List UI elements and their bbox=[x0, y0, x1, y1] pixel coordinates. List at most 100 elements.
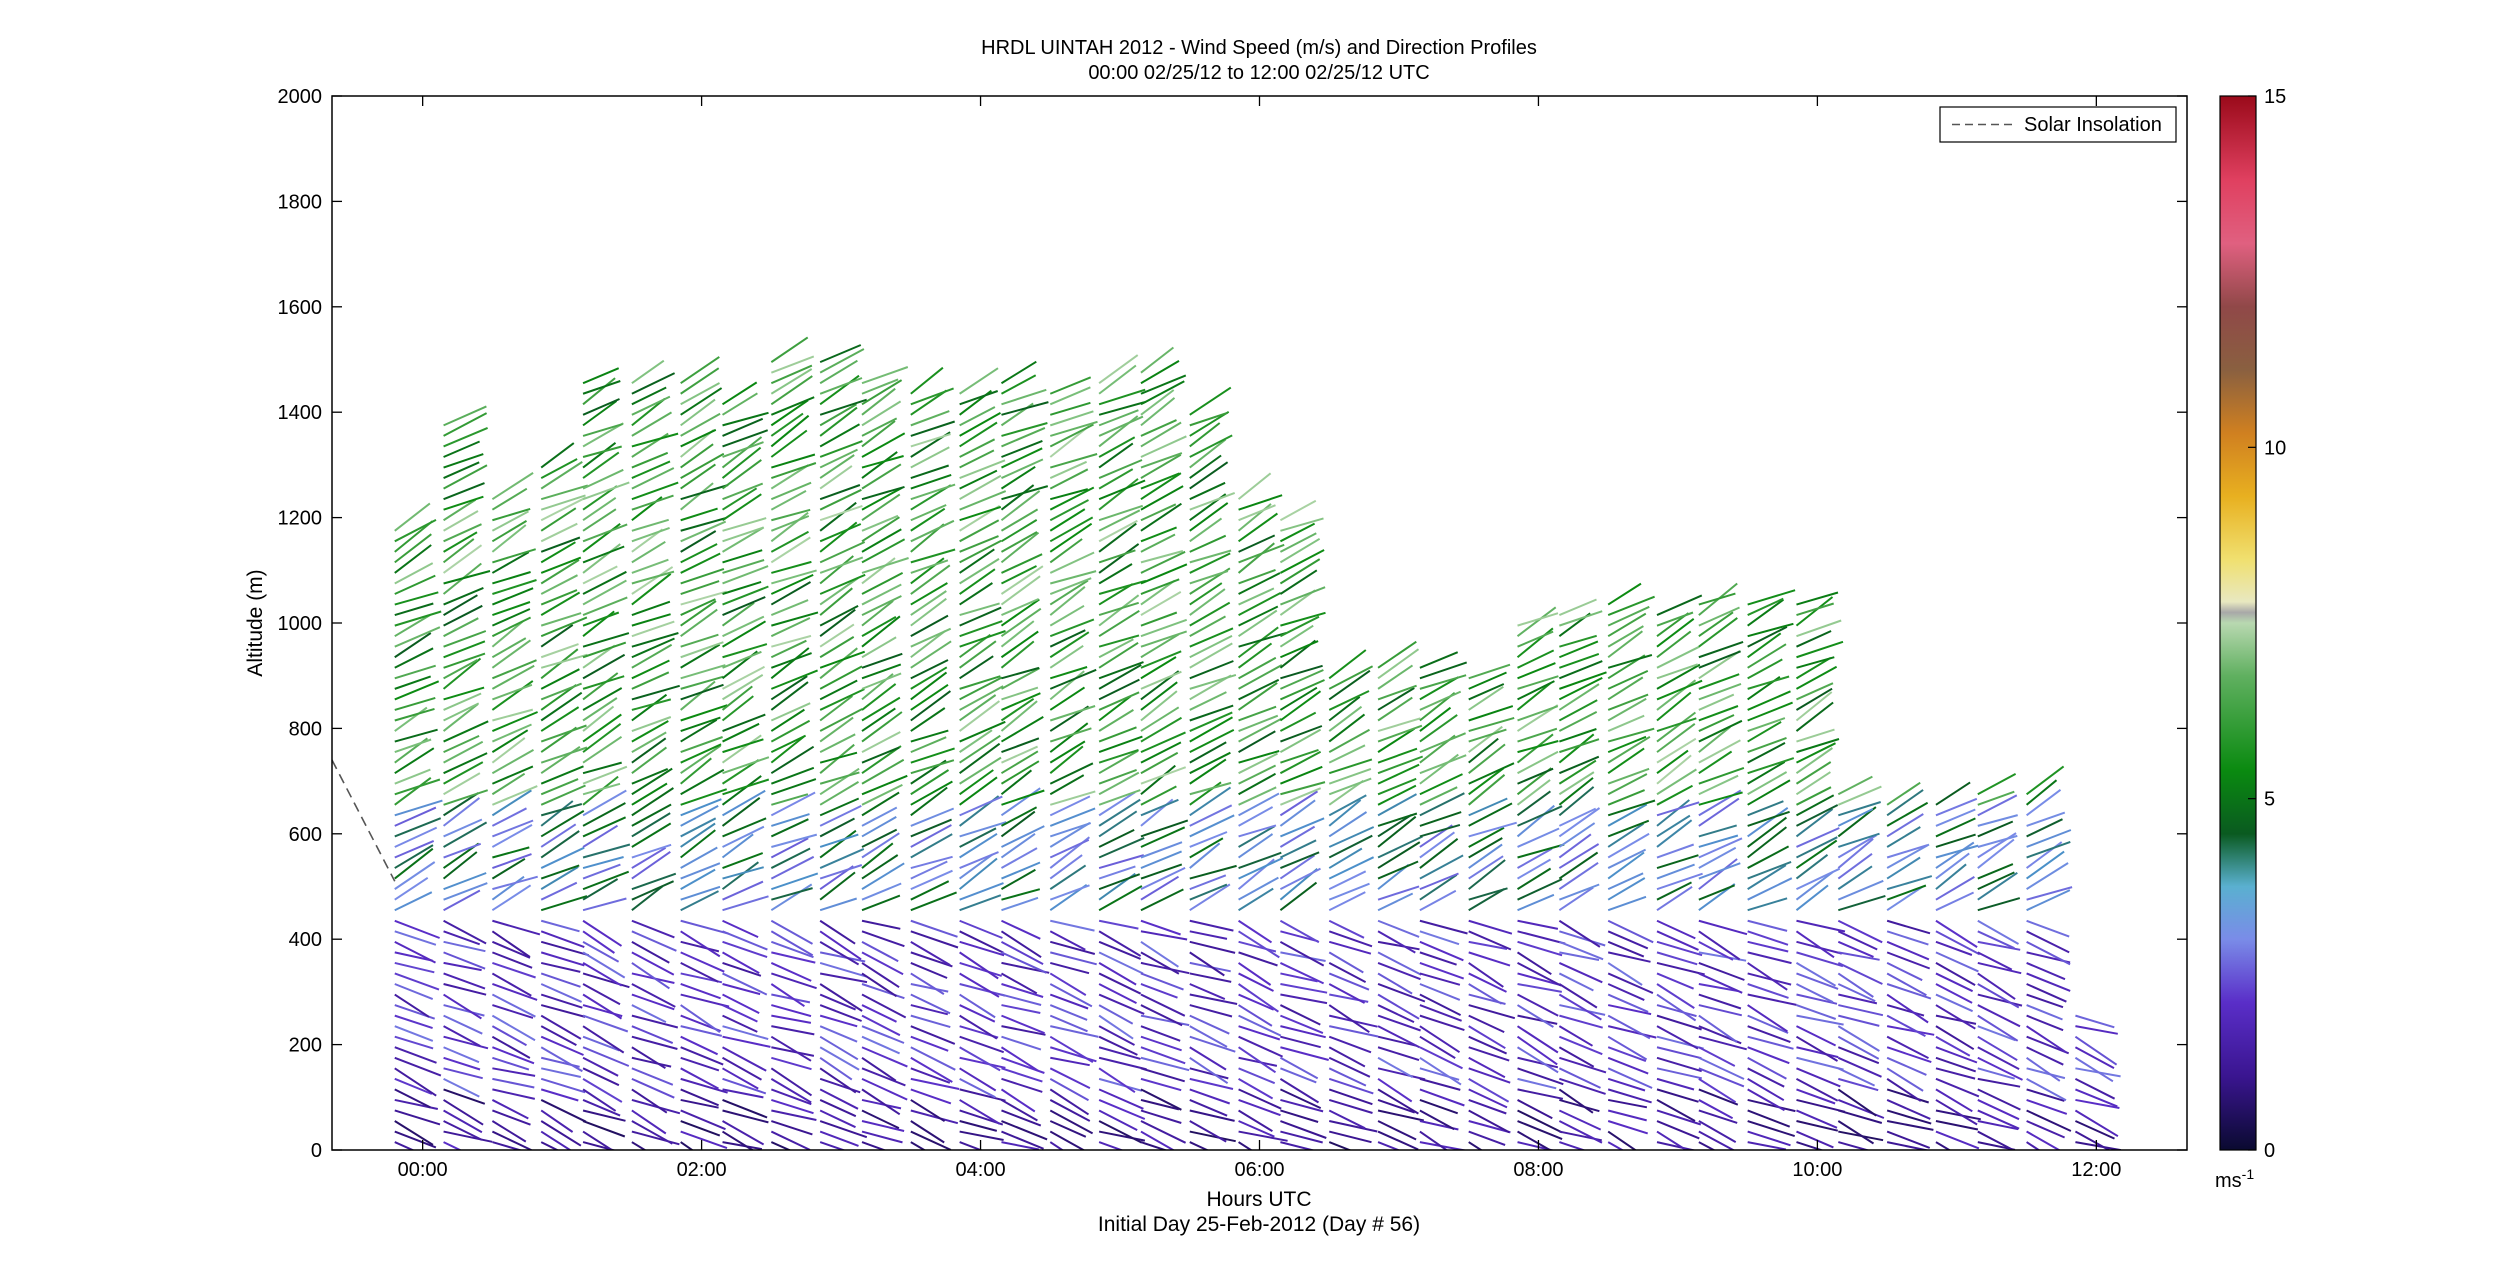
wind-barb bbox=[1000, 630, 1039, 659]
wind-barb bbox=[1935, 1120, 1979, 1131]
wind-barb bbox=[443, 951, 486, 970]
wind-barb bbox=[492, 1088, 536, 1100]
wind-barb bbox=[959, 469, 998, 490]
wind-barb bbox=[1558, 759, 1597, 785]
wind-barb bbox=[1795, 884, 1829, 912]
wind-barb bbox=[1747, 972, 1792, 986]
wind-barb bbox=[1419, 831, 1455, 859]
wind-barb bbox=[910, 564, 951, 595]
wind-barb bbox=[958, 857, 998, 890]
wind-barb bbox=[1795, 656, 1832, 680]
wind-barb bbox=[1747, 864, 1787, 890]
wind-barb bbox=[861, 832, 900, 859]
wind-barb bbox=[819, 504, 863, 522]
wind-barb bbox=[1656, 754, 1692, 785]
wind-barb bbox=[959, 558, 1000, 585]
wind-barb bbox=[1468, 951, 1511, 967]
wind-barb bbox=[1796, 602, 1834, 617]
wind-barb bbox=[861, 711, 903, 743]
wind-barb bbox=[1656, 618, 1695, 648]
wind-barb bbox=[819, 348, 865, 374]
wind-barb bbox=[771, 793, 809, 806]
wind-barb bbox=[1607, 819, 1650, 838]
wind-barb bbox=[2074, 1077, 2116, 1100]
wind-barb bbox=[1886, 1130, 1931, 1149]
wind-barb bbox=[1747, 1046, 1790, 1065]
wind-barb bbox=[582, 993, 623, 1020]
wind-barb bbox=[631, 467, 675, 490]
wind-barb bbox=[1000, 787, 1041, 817]
wind-barb bbox=[582, 723, 622, 753]
wind-barb bbox=[771, 887, 813, 901]
wind-barb bbox=[1238, 1056, 1278, 1067]
wind-barb bbox=[1698, 983, 1739, 992]
wind-barb bbox=[680, 1120, 721, 1137]
wind-barb bbox=[394, 647, 434, 669]
wind-barb bbox=[1558, 640, 1599, 659]
wind-barb bbox=[1796, 591, 1839, 606]
wind-barb bbox=[582, 422, 624, 448]
wind-barb bbox=[1559, 1014, 1603, 1029]
wind-barb bbox=[443, 630, 487, 648]
wind-barb bbox=[1747, 598, 1784, 627]
wind-barb bbox=[1516, 1035, 1558, 1066]
wind-barb bbox=[1098, 1130, 1146, 1142]
wind-barb bbox=[1279, 790, 1319, 817]
wind-barb bbox=[1886, 1067, 1924, 1092]
wind-barb bbox=[1468, 1067, 1511, 1084]
wind-barb bbox=[770, 536, 811, 564]
wind-barb bbox=[1419, 706, 1452, 732]
wind-barb bbox=[394, 502, 431, 532]
wind-barb bbox=[819, 650, 866, 669]
wind-barb bbox=[1517, 1130, 1552, 1150]
wind-barb bbox=[771, 1004, 812, 1018]
wind-barb bbox=[1050, 570, 1097, 585]
wind-barb bbox=[1238, 1088, 1282, 1110]
wind-barb bbox=[492, 961, 536, 979]
wind-barb bbox=[819, 961, 868, 978]
wind-barb bbox=[582, 641, 627, 659]
wind-barb bbox=[442, 657, 482, 690]
wind-barb bbox=[1049, 774, 1085, 796]
wind-barb bbox=[540, 682, 582, 701]
wind-barb bbox=[1189, 741, 1227, 764]
wind-barb bbox=[910, 590, 947, 616]
wind-barb bbox=[1140, 1004, 1183, 1027]
wind-barb bbox=[771, 560, 812, 574]
wind-barb bbox=[1049, 686, 1086, 711]
wind-barb bbox=[819, 751, 858, 764]
wind-barb bbox=[1189, 434, 1233, 458]
wind-barb bbox=[1098, 579, 1147, 595]
wind-barb bbox=[1838, 832, 1880, 848]
wind-barb bbox=[910, 387, 954, 406]
wind-barb bbox=[1328, 777, 1372, 796]
wind-barb bbox=[1698, 1014, 1738, 1043]
wind-barb bbox=[1977, 773, 2017, 796]
wind-barb bbox=[1049, 884, 1090, 901]
wind-barb bbox=[680, 580, 720, 595]
wind-barb bbox=[1559, 1056, 1607, 1074]
wind-barb bbox=[1747, 826, 1788, 859]
wind-barb bbox=[680, 919, 729, 935]
wind-barb bbox=[819, 983, 863, 1012]
wind-barb bbox=[1656, 1067, 1703, 1080]
wind-barb bbox=[1050, 1025, 1099, 1038]
wind-barb bbox=[582, 782, 621, 796]
wind-barb bbox=[1747, 962, 1788, 991]
wind-barb bbox=[1796, 640, 1844, 659]
wind-barb bbox=[680, 983, 721, 1000]
wind-barb bbox=[1656, 691, 1692, 722]
wind-barb bbox=[2075, 1098, 2120, 1109]
wind-barb bbox=[1558, 807, 1601, 838]
wind-barb bbox=[540, 484, 589, 501]
wind-barb bbox=[722, 585, 769, 606]
wind-barb bbox=[1098, 563, 1133, 585]
wind-barb bbox=[1328, 728, 1370, 753]
wind-barb bbox=[1559, 1098, 1600, 1113]
wind-barb bbox=[1419, 823, 1461, 838]
wind-barb bbox=[1328, 1130, 1372, 1144]
wind-barb bbox=[394, 675, 432, 690]
wind-barb bbox=[1049, 604, 1085, 627]
wind-barb bbox=[1280, 1025, 1326, 1039]
wind-barb bbox=[1001, 940, 1044, 965]
